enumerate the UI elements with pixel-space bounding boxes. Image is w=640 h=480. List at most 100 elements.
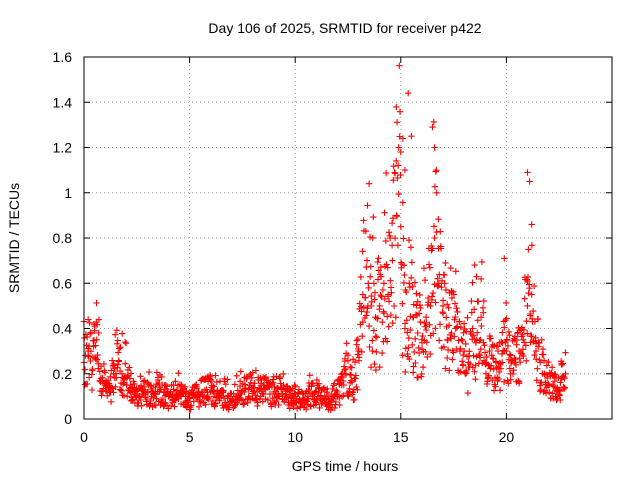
data-point	[248, 374, 255, 381]
data-point	[504, 342, 512, 350]
data-point	[439, 297, 447, 304]
data-point	[117, 344, 124, 351]
data-point	[92, 355, 99, 362]
data-point	[388, 220, 396, 227]
data-point	[403, 288, 410, 296]
data-point	[85, 316, 92, 323]
data-point	[540, 357, 548, 364]
data-point	[194, 393, 202, 400]
data-point	[331, 380, 338, 387]
data-point	[117, 386, 124, 394]
data-point	[353, 383, 360, 391]
data-point	[471, 368, 478, 375]
data-point	[429, 289, 437, 297]
data-point	[304, 393, 312, 400]
data-point	[444, 354, 451, 362]
data-point	[452, 268, 459, 275]
data-point	[481, 349, 489, 356]
y-tick-label: 1.2	[53, 140, 73, 156]
data-point	[122, 340, 130, 347]
data-point	[383, 261, 390, 268]
data-point	[468, 297, 475, 305]
data-point	[135, 393, 143, 400]
data-point	[486, 347, 493, 355]
data-point	[377, 292, 384, 299]
data-point	[488, 352, 495, 359]
data-point	[89, 366, 96, 373]
data-point	[108, 384, 115, 391]
data-point	[414, 374, 422, 381]
data-point	[402, 368, 409, 376]
data-point	[494, 347, 502, 355]
data-point	[93, 336, 100, 343]
data-point	[405, 334, 412, 342]
data-point	[378, 293, 385, 300]
data-point	[181, 383, 189, 390]
data-point	[397, 223, 404, 230]
y-tick-label: 1	[64, 185, 72, 201]
data-point	[368, 302, 375, 310]
data-point	[427, 350, 434, 358]
data-point	[113, 374, 120, 381]
data-point	[212, 372, 219, 379]
data-point	[501, 255, 508, 262]
data-point	[224, 395, 231, 402]
data-point	[410, 369, 417, 376]
data-point	[374, 258, 381, 266]
data-point	[211, 393, 219, 400]
data-point	[391, 170, 399, 177]
data-point	[114, 361, 121, 368]
data-point	[303, 406, 310, 413]
data-point	[460, 351, 467, 359]
data-point	[167, 402, 175, 410]
data-point	[379, 318, 386, 326]
data-point	[557, 379, 564, 386]
data-point	[305, 386, 312, 394]
data-point	[375, 255, 382, 262]
data-point	[222, 381, 229, 388]
data-point	[205, 393, 213, 400]
data-point	[252, 367, 260, 374]
data-point	[462, 340, 469, 348]
data-point	[480, 309, 487, 316]
data-point	[416, 301, 424, 309]
data-point	[190, 398, 197, 405]
data-point	[275, 393, 282, 400]
data-point	[359, 333, 366, 340]
data-point	[334, 388, 341, 396]
data-point	[182, 393, 189, 400]
data-point	[283, 393, 290, 400]
data-point	[457, 324, 465, 331]
data-point	[527, 312, 534, 319]
data-point	[501, 324, 508, 331]
data-point	[496, 387, 504, 394]
data-point	[296, 397, 303, 405]
data-point	[385, 298, 393, 305]
data-point	[308, 390, 316, 398]
data-point	[456, 318, 463, 325]
data-point	[389, 319, 396, 327]
data-point	[422, 348, 429, 356]
data-point	[469, 325, 476, 332]
data-point	[158, 373, 165, 381]
data-point	[330, 393, 337, 400]
data-point	[472, 339, 480, 346]
data-point	[338, 373, 345, 380]
data-point	[513, 336, 521, 344]
data-point	[354, 386, 361, 393]
data-point	[127, 381, 134, 389]
data-point	[316, 404, 323, 412]
data-point	[269, 395, 276, 402]
data-point	[366, 233, 374, 241]
data-point	[562, 370, 569, 377]
data-point	[156, 386, 164, 393]
data-point	[439, 310, 447, 317]
data-point	[510, 367, 517, 374]
data-point	[260, 390, 267, 398]
data-point	[429, 245, 436, 252]
data-point	[459, 361, 467, 368]
x-axis-label: GPS time / hours	[292, 458, 399, 474]
data-point	[431, 183, 439, 190]
data-point	[367, 273, 374, 280]
data-point	[399, 199, 406, 206]
